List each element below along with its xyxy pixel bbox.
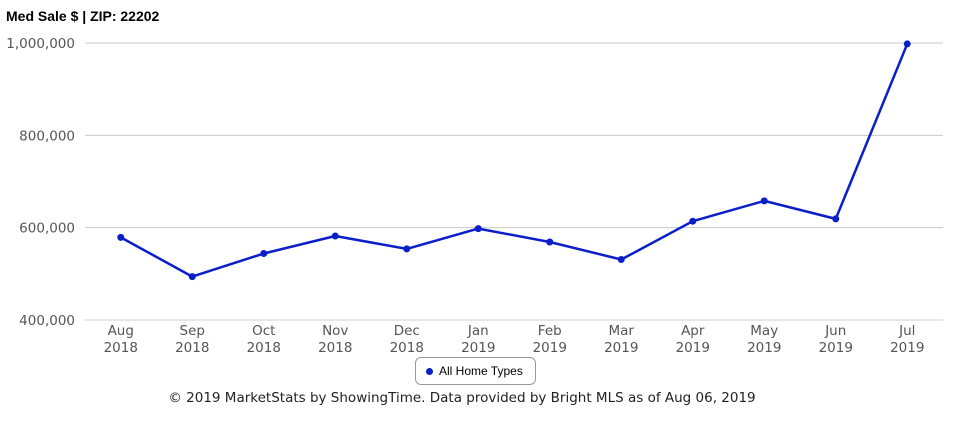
x-tick-label: 2019 xyxy=(461,340,495,356)
x-tick-label: Jun xyxy=(824,323,846,339)
data-point xyxy=(331,232,339,240)
x-tick-label: Jan xyxy=(467,323,489,339)
data-point xyxy=(617,256,625,264)
x-tick-label: 2019 xyxy=(676,340,710,356)
legend-marker-icon xyxy=(426,367,433,375)
x-tick-label: Oct xyxy=(252,323,275,339)
x-tick-label: 2019 xyxy=(747,340,781,356)
x-tick-label: Mar xyxy=(609,323,635,339)
data-point xyxy=(474,225,482,233)
x-tick-label: Dec xyxy=(394,323,420,339)
x-tick-label: Sep xyxy=(180,323,205,339)
legend-label: All Home Types xyxy=(439,364,523,378)
x-tick-label: 2019 xyxy=(604,340,638,356)
footer-credit: © 2019 MarketStats by ShowingTime. Data … xyxy=(168,390,756,406)
data-point xyxy=(117,233,125,241)
data-point xyxy=(760,197,768,205)
y-tick-label: 600,000 xyxy=(19,221,75,237)
x-tick-label: Apr xyxy=(681,323,705,339)
x-tick-label: 2019 xyxy=(819,340,853,356)
data-point xyxy=(260,250,268,258)
x-tick-label: 2019 xyxy=(890,340,924,356)
data-point xyxy=(689,217,697,225)
x-tick-label: Aug xyxy=(108,323,134,339)
chart-title: Med Sale $ | ZIP: 22202 xyxy=(6,8,160,24)
data-point xyxy=(188,273,196,281)
data-point xyxy=(403,245,411,253)
x-tick-label: 2018 xyxy=(318,340,352,356)
x-tick-label: 2018 xyxy=(175,340,209,356)
data-point xyxy=(546,238,554,246)
x-tick-label: Nov xyxy=(322,323,348,339)
data-point xyxy=(832,215,840,223)
x-tick-label: 2019 xyxy=(533,340,567,356)
data-point xyxy=(903,40,911,48)
y-tick-label: 400,000 xyxy=(19,313,75,329)
x-tick-label: Feb xyxy=(538,323,562,339)
y-tick-label: 800,000 xyxy=(19,128,75,144)
x-tick-label: May xyxy=(750,323,778,339)
x-tick-label: 2018 xyxy=(247,340,281,356)
x-tick-label: Jul xyxy=(898,323,915,339)
x-tick-label: 2018 xyxy=(390,340,424,356)
x-tick-label: 2018 xyxy=(104,340,138,356)
series-line xyxy=(120,43,909,278)
legend-item-all-home-types[interactable]: All Home Types xyxy=(415,357,536,385)
y-tick-label: 1,000,000 xyxy=(6,36,75,52)
